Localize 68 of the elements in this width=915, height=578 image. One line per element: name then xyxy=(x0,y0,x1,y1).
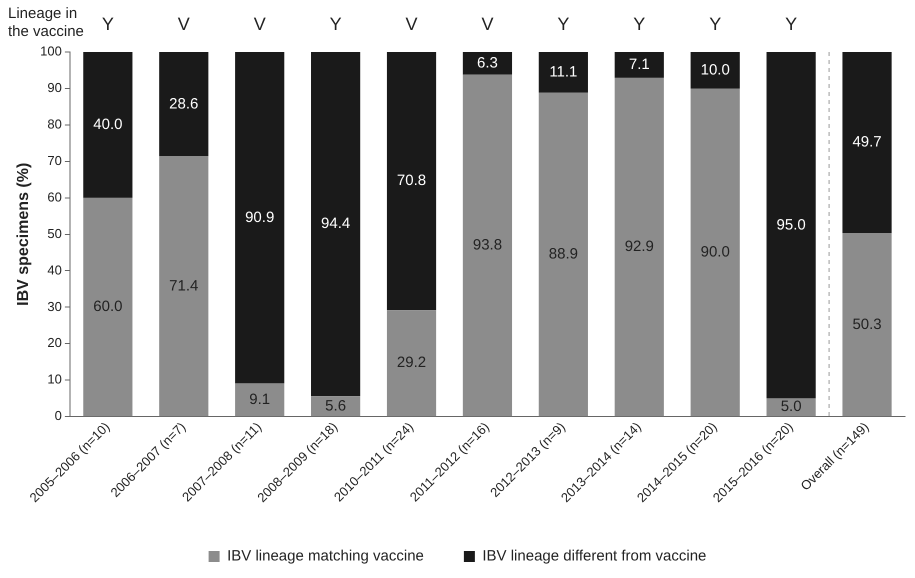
text: Y xyxy=(709,14,722,34)
bar xyxy=(614,78,664,416)
data-label: 94.4 xyxy=(321,215,350,232)
y-tick-label: 20 xyxy=(47,335,62,350)
data-label: 5.6 xyxy=(325,397,346,414)
bar xyxy=(462,52,512,75)
bar xyxy=(83,198,132,416)
y-tick-label: 0 xyxy=(54,408,62,424)
data-label: 92.9 xyxy=(624,238,654,256)
text: Y xyxy=(557,14,570,34)
y-tick-label: 60 xyxy=(47,189,62,204)
data-label: 29.2 xyxy=(396,354,426,372)
bar xyxy=(766,52,816,398)
bar xyxy=(538,52,588,92)
data-label: 70.8 xyxy=(396,172,426,190)
data-label: 71.4 xyxy=(169,277,198,294)
bar xyxy=(538,92,588,416)
bar xyxy=(690,52,740,88)
y-tick-label: 70 xyxy=(47,152,62,168)
bar xyxy=(386,52,436,310)
y-axis-title: IBV specimens (%) xyxy=(15,162,32,306)
text: Y xyxy=(633,14,646,34)
data-label: 90.0 xyxy=(700,243,730,260)
bar xyxy=(159,156,208,416)
bar xyxy=(83,52,132,198)
text: V xyxy=(481,14,494,34)
bar xyxy=(842,52,892,234)
data-label: 5.0 xyxy=(780,398,802,416)
y-tick-label: 50 xyxy=(47,226,62,241)
data-label: 88.9 xyxy=(548,245,578,262)
data-label: 7.1 xyxy=(628,56,650,74)
y-tick-label: 40 xyxy=(47,262,62,278)
bar xyxy=(235,52,284,384)
legend-label: IBV lineage different from vaccine xyxy=(482,548,706,565)
text: Y xyxy=(785,14,798,34)
data-label: 90.9 xyxy=(245,208,274,226)
y-tick-label: 30 xyxy=(47,298,62,314)
data-label: 93.8 xyxy=(472,236,502,254)
bar xyxy=(386,310,436,416)
y-tick-label: 80 xyxy=(47,116,62,132)
text: Y xyxy=(102,14,114,34)
bar xyxy=(690,88,740,416)
bar xyxy=(235,383,284,416)
legend-label: IBV lineage matching vaccine xyxy=(227,548,424,565)
data-label: 49.7 xyxy=(852,134,882,151)
data-label: 10.0 xyxy=(700,61,730,78)
text: V xyxy=(178,14,190,34)
data-label: 50.3 xyxy=(852,316,882,333)
bar xyxy=(462,74,512,416)
bar xyxy=(159,52,208,156)
data-label: 60.0 xyxy=(93,298,122,316)
text: V xyxy=(254,14,266,34)
y-tick-label: 100 xyxy=(40,44,62,59)
y-tick-label: 10 xyxy=(47,372,62,387)
data-label: 40.0 xyxy=(93,116,122,134)
text: Lineage in the vaccine xyxy=(8,5,84,40)
data-label: 6.3 xyxy=(477,54,498,72)
data-label: 9.1 xyxy=(249,390,270,408)
y-tick-label: 90 xyxy=(47,80,62,96)
bar xyxy=(311,396,360,416)
bar xyxy=(614,52,664,78)
data-label: 95.0 xyxy=(776,216,806,234)
text: Y xyxy=(330,14,342,34)
text: V xyxy=(406,14,418,34)
data-label: 28.6 xyxy=(169,95,198,112)
bar xyxy=(311,52,360,396)
bar xyxy=(842,233,892,416)
data-label: 11.1 xyxy=(549,63,578,80)
